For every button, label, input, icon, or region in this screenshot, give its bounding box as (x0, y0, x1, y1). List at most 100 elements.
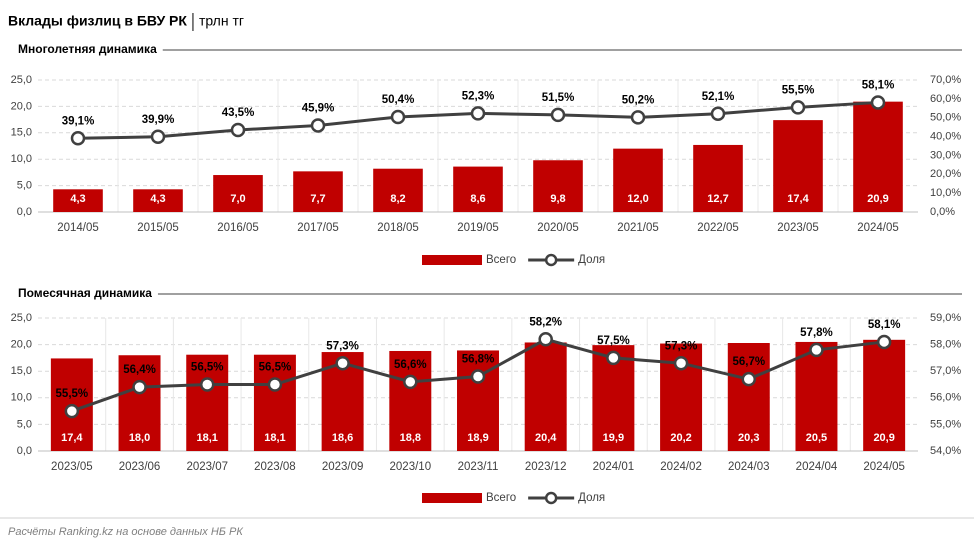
bar (795, 341, 838, 451)
bar-value-label: 19,9 (603, 432, 624, 444)
x-tick-label: 2023/12 (525, 461, 567, 473)
y2-tick-label: 30,0% (930, 149, 961, 161)
line-marker (710, 106, 726, 122)
line-marker (870, 95, 886, 110)
y-tick-label: 25,0 (11, 312, 32, 324)
line-marker (150, 129, 166, 145)
bar (389, 350, 432, 451)
line-marker (606, 350, 621, 366)
x-tick-label: 2024/05 (863, 461, 905, 473)
y-tick-label: 5,0 (17, 180, 32, 192)
bar-value-label: 17,4 (787, 193, 809, 205)
y2-tick-label: 55,0% (930, 418, 961, 430)
y2-tick-label: 56,0% (930, 392, 961, 404)
point-value-label: 45,9% (302, 102, 335, 114)
point-value-label: 56,5% (259, 362, 292, 374)
point-value-label: 58,1% (862, 79, 895, 91)
bar (524, 342, 567, 451)
y2-tick-label: 54,0% (930, 445, 961, 457)
bar (253, 354, 296, 451)
y-tick-label: 25,0 (11, 74, 32, 86)
bar-value-label: 8,6 (470, 193, 485, 205)
bar-value-label: 18,1 (264, 432, 285, 444)
bar (293, 171, 343, 212)
bar-value-label: 18,6 (332, 432, 353, 444)
bar-value-label: 9,8 (550, 193, 565, 205)
point-value-label: 56,8% (462, 354, 495, 366)
bar-value-label: 12,0 (627, 193, 648, 205)
y2-tick-label: 57,0% (930, 365, 961, 377)
line-marker (876, 334, 892, 350)
point-value-label: 58,1% (868, 319, 901, 331)
bar-value-label: 7,7 (310, 193, 325, 205)
legend-label: Всего (486, 492, 516, 504)
x-tick-label: 2015/05 (137, 222, 179, 234)
x-tick-label: 2024/04 (796, 461, 838, 473)
y-tick-label: 10,0 (11, 153, 32, 165)
y2-tick-label: 58,0% (930, 339, 961, 351)
bar (118, 355, 161, 451)
legend-swatch-marker (544, 253, 558, 267)
bar-value-label: 17,4 (61, 432, 83, 444)
bar (373, 168, 423, 212)
line-marker (310, 118, 326, 133)
y-tick-label: 0,0 (17, 445, 32, 457)
legend-swatch (422, 255, 482, 265)
line-marker (790, 100, 806, 115)
bar (133, 189, 183, 212)
y2-tick-label: 0,0% (930, 206, 955, 218)
source: Расчёты Ranking.kz на основе данных НБ Р… (8, 526, 243, 538)
line-marker (741, 371, 757, 387)
bar-value-label: 18,8 (400, 432, 421, 444)
point-value-label: 39,1% (62, 115, 95, 127)
bar (186, 354, 229, 451)
line-marker (132, 379, 147, 395)
bar-value-label: 7,0 (230, 193, 245, 205)
legend-label: Всего (486, 254, 516, 266)
x-tick-label: 2018/05 (377, 222, 419, 234)
bar (693, 144, 743, 212)
x-tick-label: 2023/07 (186, 461, 228, 473)
point-value-label: 55,5% (56, 388, 89, 400)
line-marker (267, 377, 283, 392)
x-tick-label: 2024/02 (660, 461, 702, 473)
y-tick-label: 0,0 (17, 206, 32, 218)
legend-label: Доля (578, 254, 605, 266)
bar-value-label: 4,3 (150, 193, 165, 205)
bar (613, 148, 663, 212)
point-value-label: 57,3% (326, 340, 359, 352)
bar-value-label: 18,1 (197, 432, 218, 444)
point-value-label: 57,3% (665, 340, 698, 352)
y2-tick-label: 70,0% (930, 74, 961, 86)
chart-subtitle: Помесячная динамика (18, 286, 152, 300)
x-tick-label: 2024/05 (857, 222, 899, 234)
line-marker (403, 374, 418, 390)
bar-value-label: 20,9 (867, 193, 888, 205)
line-marker (470, 369, 486, 384)
y-tick-label: 20,0 (11, 100, 32, 112)
line-marker (538, 332, 553, 347)
line-marker (550, 107, 566, 123)
point-value-label: 57,5% (597, 335, 630, 347)
line-marker (673, 355, 689, 371)
x-tick-label: 2019/05 (457, 222, 499, 234)
line-marker (630, 110, 646, 125)
point-value-label: 51,5% (542, 92, 575, 104)
bar (53, 189, 103, 212)
point-value-label: 52,1% (702, 91, 735, 103)
x-tick-label: 2020/05 (537, 222, 579, 234)
x-tick-label: 2023/06 (119, 461, 161, 473)
bar (773, 120, 823, 212)
y2-tick-label: 59,0% (930, 312, 961, 324)
bar-value-label: 8,2 (390, 193, 405, 205)
x-tick-label: 2021/05 (617, 222, 659, 234)
legend-label: Доля (578, 492, 605, 504)
line-marker (809, 342, 824, 358)
point-value-label: 39,9% (142, 114, 175, 126)
x-tick-label: 2024/03 (728, 461, 770, 473)
page-title: Вклады физлиц в БВУ РК (8, 13, 187, 29)
point-value-label: 57,8% (800, 327, 833, 339)
point-value-label: 56,4% (123, 364, 156, 376)
point-value-label: 56,5% (191, 362, 224, 374)
